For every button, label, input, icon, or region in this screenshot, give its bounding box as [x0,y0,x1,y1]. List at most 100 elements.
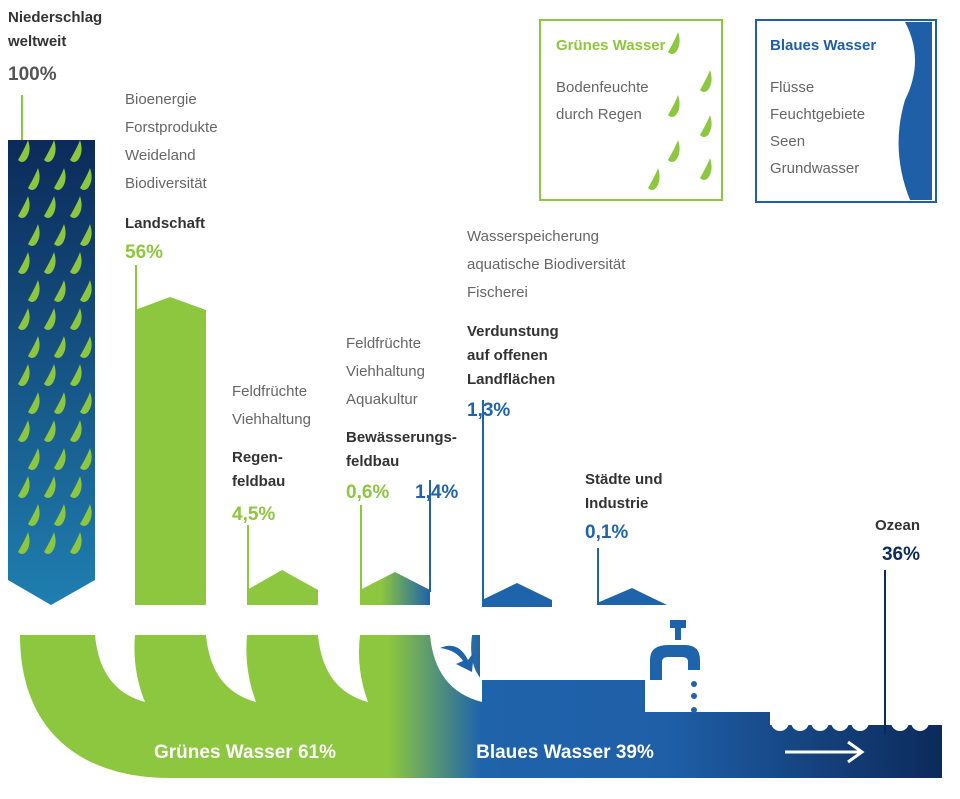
drop-icon [70,420,82,442]
drop-icon [18,532,30,554]
drop-icon [80,448,92,470]
use-value: 56% [125,242,163,263]
flow-gap [430,635,482,702]
drop-icon [80,280,92,302]
legend-item: Feuchtgebiete [770,106,865,123]
use-item: Feldfrüchte [232,383,307,400]
drop-icon [668,32,680,54]
drop-icon [700,115,712,137]
drop-icon [54,168,66,190]
drop-icon [18,476,30,498]
drop-icon [44,252,56,274]
drop-icon [44,476,56,498]
drop-icon [54,336,66,358]
legend-item: durch Regen [556,106,642,123]
drop-icon [28,336,40,358]
use-item: Aquakultur [346,391,418,408]
use-item: Viehhaltung [232,411,311,428]
drop-icon [28,392,40,414]
drop-icon [44,420,56,442]
drop-icon [54,448,66,470]
legend-item: Flüsse [770,79,814,96]
drop-icon [18,196,30,218]
use-item: Fischerei [467,284,528,301]
source-value: 100% [8,64,57,85]
flow-gap [95,635,145,702]
flow-arrow [785,740,865,764]
drop-icon [70,364,82,386]
legend-title: Blaues Wasser [770,37,876,54]
use-item: Feldfrüchte [346,335,421,352]
drop-icon [44,140,56,162]
legend-item: Seen [770,133,805,150]
drop-icon [44,364,56,386]
use-item: Biodiversität [125,175,208,192]
use-title: Städte und [585,471,663,488]
drop-icon [54,504,66,526]
use-item: Bioenergie [125,91,197,108]
drop-icon [44,308,56,330]
use-item: Weideland [125,147,196,164]
drop-icon [18,364,30,386]
use-title: auf offenen [467,347,548,364]
use-value: 4,5% [232,504,275,525]
evaporation-block [482,583,552,607]
use-value: 1,4% [415,482,458,503]
flow-gap [318,635,368,702]
use-title: Bewässerungs- [346,429,457,446]
drop-icon [44,532,56,554]
drop-icon [668,95,680,117]
flow-gap [206,635,256,702]
source-label: weltweit [7,33,66,50]
use-title: Industrie [585,495,648,512]
flow [20,635,942,778]
drop-icon [70,252,82,274]
drop-icon [80,504,92,526]
use-title: Landflächen [467,371,555,388]
use-value: 0,6% [346,482,389,503]
drop-icon [28,224,40,246]
drop-icon [70,476,82,498]
use-item: Forstprodukte [125,119,218,136]
legend-green-box [539,19,723,201]
use-title: feldbau [232,473,285,490]
industry-block [597,588,667,605]
drop-icon [54,280,66,302]
legend-item: Grundwasser [770,160,859,177]
drop-icon [648,168,660,190]
legend-wave [898,22,932,200]
arrow-icon [440,645,474,672]
drop-icon [28,280,40,302]
drop-icon [70,532,82,554]
drop-icon [80,224,92,246]
drop-icon [80,168,92,190]
drop-icon [18,420,30,442]
use-item: aquatische Biodiversität [467,256,626,273]
drop-icon [28,168,40,190]
irrigation-block [360,572,430,605]
drop-icon [54,392,66,414]
drop-icon [80,336,92,358]
drop-icon [700,70,712,92]
drop-icon [18,252,30,274]
use-title: Regen- [232,449,283,466]
use-title: Landschaft [125,215,205,232]
drop-icon [70,140,82,162]
drop-icon [28,448,40,470]
drop-icon [28,504,40,526]
use-title: Verdunstung [467,323,559,340]
use-title: Ozean [875,517,920,534]
drop-icon [54,224,66,246]
drop-icon [70,196,82,218]
use-value: 36% [882,544,920,565]
legend-title: Grünes Wasser [556,37,666,54]
drop-icon [80,392,92,414]
use-title: feldbau [346,453,399,470]
use-item: Viehhaltung [346,363,425,380]
flow-label: Grünes Wasser 61% [154,742,336,763]
drop-icon [44,196,56,218]
drop-icon [18,308,30,330]
legend-blue-box [755,19,937,203]
